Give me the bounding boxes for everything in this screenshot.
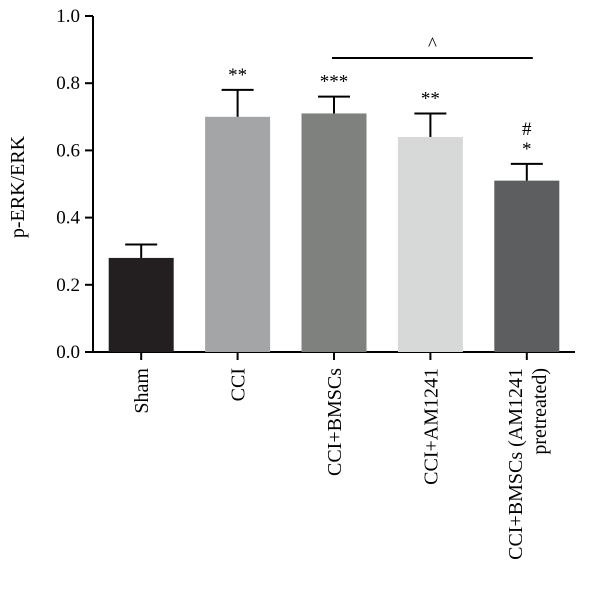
bar bbox=[494, 180, 560, 352]
significance-marker: ** bbox=[228, 65, 247, 86]
y-tick-label: 1.0 bbox=[56, 6, 80, 27]
category-label: CCI+BMSCs bbox=[324, 368, 346, 476]
significance-marker: ** bbox=[421, 88, 440, 109]
category-label: CCI bbox=[228, 368, 250, 401]
category-label-line: CCI+BMSCs (AM1241 bbox=[505, 368, 527, 560]
y-axis-label: p-ERK/ERK bbox=[7, 135, 29, 238]
significance-marker: *** bbox=[320, 72, 349, 93]
category-label-line: pretreated) bbox=[529, 368, 551, 455]
category-label-line: CCI+BMSCs bbox=[324, 368, 346, 476]
category-label: CCI+AM1241 bbox=[420, 368, 442, 485]
y-tick-label: 0.2 bbox=[56, 275, 80, 296]
bar bbox=[108, 257, 174, 352]
y-tick-label: 0.8 bbox=[56, 73, 80, 94]
category-label: Sham bbox=[131, 368, 153, 414]
y-tick-label: 0.6 bbox=[56, 140, 80, 161]
y-tick-label: 0.4 bbox=[56, 208, 80, 229]
category-label-line: Sham bbox=[131, 368, 153, 414]
category-labels: Sham CCI CCI+BMSCs CCI+AM1241 CCI+BMSCs (AM1… bbox=[131, 368, 551, 560]
bar bbox=[205, 116, 271, 352]
bar bbox=[301, 113, 367, 352]
significance-markers: ** ******#^ bbox=[228, 34, 533, 160]
bar bbox=[397, 136, 463, 352]
comparison-marker: ^ bbox=[428, 34, 437, 55]
significance-marker: # bbox=[522, 119, 532, 140]
significance-marker: * bbox=[522, 139, 532, 160]
bar-series bbox=[108, 113, 560, 352]
error-bars bbox=[125, 88, 543, 258]
y-tick-label: 0.0 bbox=[56, 342, 80, 363]
category-label-line: CCI bbox=[228, 368, 250, 401]
category-label: CCI+BMSCs (AM1241 pretreated) bbox=[505, 368, 551, 560]
category-label-line: CCI+AM1241 bbox=[420, 368, 442, 485]
